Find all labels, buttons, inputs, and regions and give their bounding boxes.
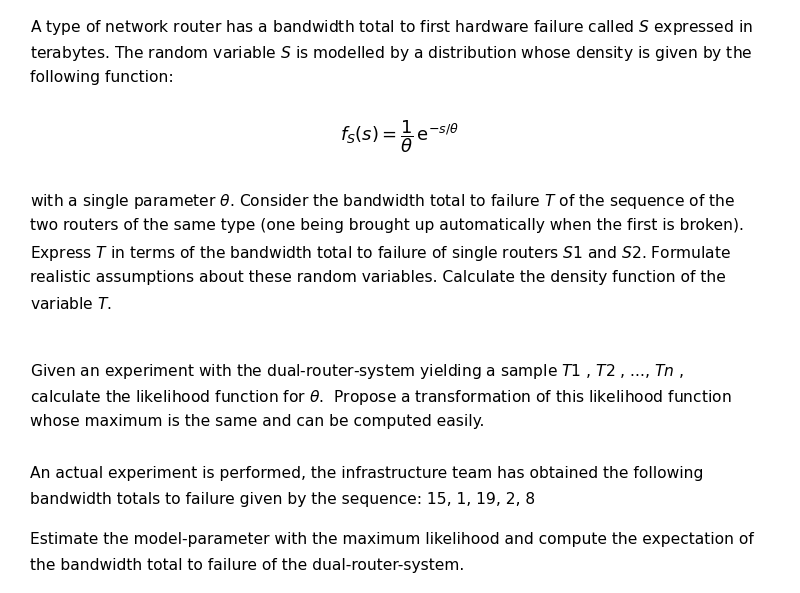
Text: variable $T$.: variable $T$.: [30, 296, 112, 312]
Text: An actual experiment is performed, the infrastructure team has obtained the foll: An actual experiment is performed, the i…: [30, 466, 703, 481]
Text: calculate the likelihood function for $\theta$.  Propose a transformation of thi: calculate the likelihood function for $\…: [30, 388, 732, 407]
Text: realistic assumptions about these random variables. Calculate the density functi: realistic assumptions about these random…: [30, 270, 726, 285]
Text: terabytes. The random variable $S$ is modelled by a distribution whose density i: terabytes. The random variable $S$ is mo…: [30, 44, 753, 63]
Text: Express $T$ in terms of the bandwidth total to failure of single routers $S$1 an: Express $T$ in terms of the bandwidth to…: [30, 244, 731, 263]
Text: Given an experiment with the dual-router-system yielding a sample $T$1 , $T$2 , : Given an experiment with the dual-router…: [30, 362, 684, 381]
Text: $f_S(s) = \dfrac{1}{\theta}\,\mathrm{e}^{-s/\theta}$: $f_S(s) = \dfrac{1}{\theta}\,\mathrm{e}^…: [341, 118, 459, 155]
Text: whose maximum is the same and can be computed easily.: whose maximum is the same and can be com…: [30, 414, 484, 429]
Text: the bandwidth total to failure of the dual-router-system.: the bandwidth total to failure of the du…: [30, 558, 464, 573]
Text: following function:: following function:: [30, 70, 174, 85]
Text: with a single parameter $\theta$. Consider the bandwidth total to failure $T$ of: with a single parameter $\theta$. Consid…: [30, 192, 735, 211]
Text: A type of network router has a bandwidth total to first hardware failure called : A type of network router has a bandwidth…: [30, 18, 753, 37]
Text: two routers of the same type (one being brought up automatically when the first : two routers of the same type (one being …: [30, 218, 744, 233]
Text: bandwidth totals to failure given by the sequence: 15, 1, 19, 2, 8: bandwidth totals to failure given by the…: [30, 492, 535, 507]
Text: Estimate the model-parameter with the maximum likelihood and compute the expecta: Estimate the model-parameter with the ma…: [30, 532, 754, 547]
